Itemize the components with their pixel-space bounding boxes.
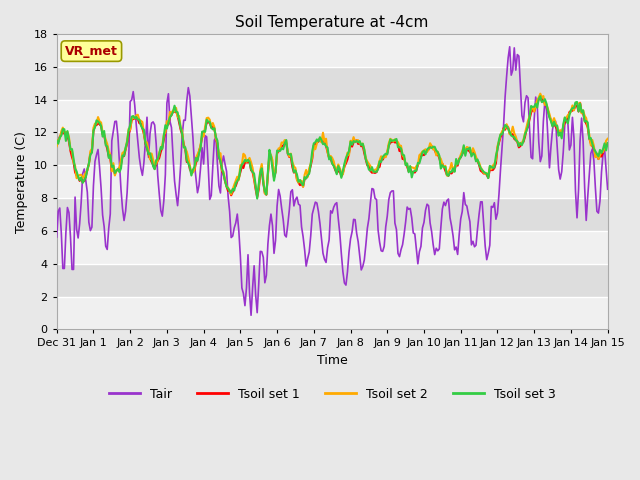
X-axis label: Time: Time: [317, 354, 348, 367]
Legend: Tair, Tsoil set 1, Tsoil set 2, Tsoil set 3: Tair, Tsoil set 1, Tsoil set 2, Tsoil se…: [104, 383, 561, 406]
Bar: [57, 99, 607, 132]
Title: Soil Temperature at -4cm: Soil Temperature at -4cm: [236, 15, 429, 30]
Bar: [57, 231, 607, 264]
Bar: [57, 165, 607, 198]
Bar: [57, 198, 607, 231]
Bar: [57, 297, 607, 329]
Bar: [57, 67, 607, 99]
Y-axis label: Temperature (C): Temperature (C): [15, 131, 28, 233]
Bar: [57, 264, 607, 297]
Text: VR_met: VR_met: [65, 45, 118, 58]
Bar: [57, 34, 607, 67]
Bar: [57, 132, 607, 165]
